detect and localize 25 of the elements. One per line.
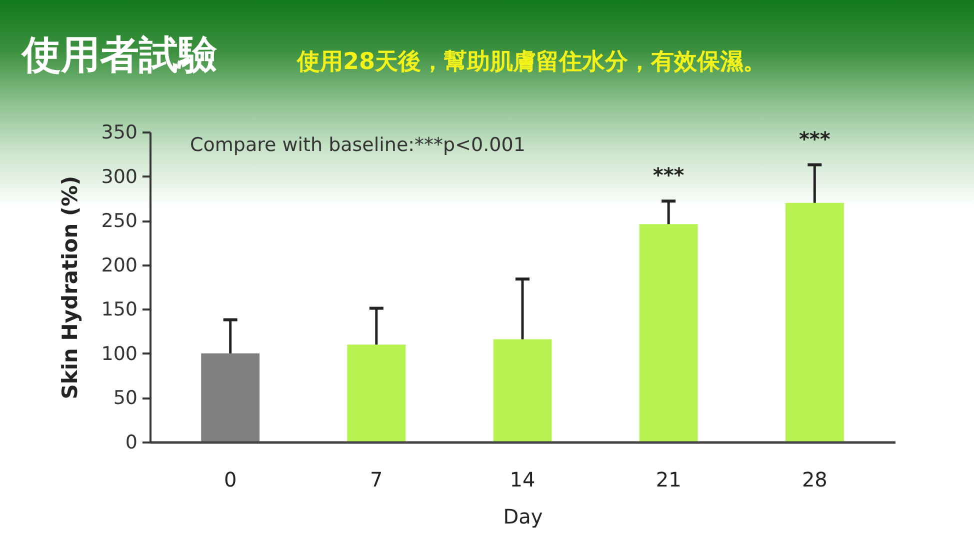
annotation: *** — [652, 163, 685, 188]
x-tick-label: 7 — [370, 468, 383, 492]
annotation: Compare with baseline:***p<0.001 — [190, 134, 526, 156]
y-tick-label: 350 — [101, 122, 138, 144]
y-tick-label: 100 — [101, 342, 138, 365]
x-tick-label: 21 — [656, 468, 682, 492]
bar — [785, 202, 844, 442]
x-tick-label: 28 — [802, 468, 828, 492]
bar — [201, 353, 260, 442]
y-tick-label: 150 — [101, 298, 138, 321]
x-axis-title: Day — [503, 504, 543, 528]
y-axis-title: Skin Hydration (%) — [58, 176, 82, 400]
y-tick-label: 0 — [125, 432, 138, 454]
y-tick-label: 200 — [101, 254, 138, 276]
chart-title: 使用者試驗 — [20, 33, 218, 78]
bar — [493, 339, 552, 442]
bar — [347, 344, 406, 442]
bar — [639, 224, 698, 442]
annotation: *** — [798, 126, 831, 151]
y-tick-label: 50 — [113, 387, 138, 410]
x-tick-label: 14 — [510, 468, 536, 492]
x-tick-label: 0 — [224, 468, 237, 492]
y-tick-label: 300 — [101, 166, 138, 188]
y-tick-label: 250 — [101, 210, 138, 232]
chart-subtitle: 使用28天後，幫助肌膚留住水分，有效保濕。 — [296, 49, 766, 75]
